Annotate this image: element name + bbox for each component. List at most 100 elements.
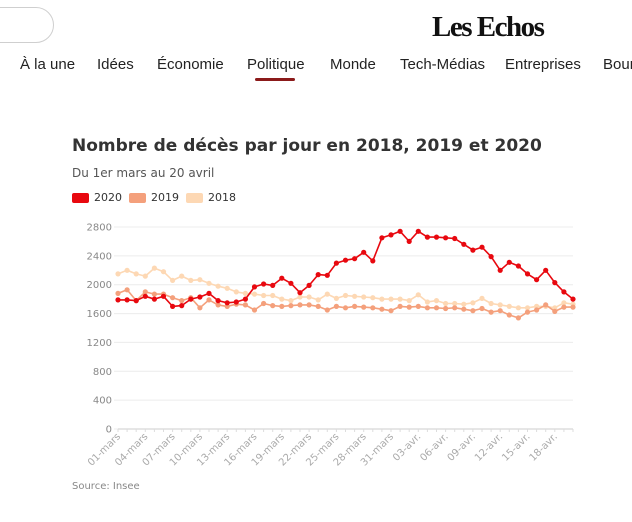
data-point-2019 — [470, 308, 476, 314]
data-point-2020 — [406, 238, 412, 244]
search-input[interactable] — [0, 7, 54, 43]
data-point-2019 — [406, 304, 412, 310]
data-point-2018 — [288, 298, 294, 304]
data-point-2019 — [270, 303, 276, 309]
data-point-2020 — [397, 228, 403, 234]
data-point-2019 — [488, 309, 494, 315]
data-point-2018 — [452, 300, 458, 307]
data-point-2018 — [333, 295, 339, 301]
data-point-2019 — [333, 303, 339, 309]
data-point-2020 — [197, 294, 203, 300]
data-point-2018 — [133, 271, 139, 277]
data-point-2018 — [479, 295, 485, 301]
data-point-2020 — [224, 300, 230, 306]
data-point-2020 — [215, 298, 221, 304]
data-point-2020 — [142, 293, 148, 299]
data-point-2020 — [206, 290, 212, 296]
data-point-2019 — [506, 312, 512, 318]
nav-item-economie[interactable]: Économie — [157, 56, 224, 73]
data-point-2020 — [179, 303, 185, 309]
data-point-2019 — [124, 287, 130, 293]
data-point-2019 — [570, 304, 576, 310]
data-point-2019 — [279, 303, 285, 309]
data-point-2019 — [352, 303, 358, 309]
data-point-2020 — [315, 272, 321, 278]
deaths-line-chart: 04008001200160020002400280001-mars04-mar… — [86, 223, 576, 468]
y-tick-label: 1600 — [87, 309, 112, 320]
data-point-2020 — [233, 299, 239, 305]
data-point-2018 — [261, 292, 267, 299]
data-point-2018 — [160, 269, 167, 275]
data-point-2018 — [379, 296, 385, 302]
data-point-2019 — [315, 303, 321, 309]
data-point-2019 — [479, 305, 485, 312]
nav-item-politique[interactable]: Politique — [247, 56, 305, 73]
nav-item-a-la-une[interactable]: À la une — [20, 56, 76, 73]
nav-item-idees[interactable]: Idées — [97, 56, 134, 73]
data-point-2018 — [215, 283, 221, 289]
data-point-2020 — [270, 282, 276, 288]
data-point-2018 — [443, 300, 449, 307]
data-point-2018 — [124, 267, 130, 273]
data-point-2020 — [433, 234, 440, 240]
nav-item-bourse[interactable]: Bour — [603, 56, 632, 73]
data-point-2020 — [297, 290, 303, 296]
data-point-2020 — [324, 272, 330, 278]
data-point-2018 — [361, 294, 367, 300]
x-tick-label: 12-avr. — [473, 431, 505, 463]
data-point-2019 — [370, 305, 376, 311]
data-point-2020 — [470, 247, 476, 253]
les-echos-logo[interactable]: Les Echos — [432, 11, 545, 43]
data-point-2020 — [452, 235, 458, 242]
legend-swatch-2019 — [129, 193, 146, 203]
data-point-2019 — [206, 297, 212, 303]
data-point-2020 — [188, 296, 194, 302]
data-point-2018 — [424, 299, 430, 305]
data-point-2020 — [479, 244, 485, 250]
data-point-2020 — [115, 297, 121, 303]
data-point-2019 — [242, 302, 248, 308]
data-point-2020 — [388, 232, 394, 238]
data-point-2020 — [524, 271, 531, 277]
data-point-2019 — [251, 307, 258, 313]
data-point-2020 — [543, 267, 549, 273]
data-point-2020 — [361, 249, 367, 255]
chart-source: Source: Insee — [72, 481, 140, 492]
y-tick-label: 2800 — [87, 223, 112, 234]
data-point-2018 — [397, 296, 403, 302]
nav-item-tech-medias[interactable]: Tech-Médias — [400, 56, 486, 73]
data-point-2018 — [461, 301, 467, 307]
data-point-2020 — [124, 297, 130, 303]
data-point-2019 — [306, 302, 312, 308]
x-tick-label: 18-avr. — [528, 431, 560, 463]
data-point-2018 — [306, 294, 312, 300]
data-point-2019 — [179, 298, 185, 304]
data-point-2018 — [315, 297, 321, 303]
data-point-2020 — [534, 277, 540, 283]
data-point-2020 — [424, 234, 430, 240]
data-point-2019 — [361, 304, 367, 310]
data-point-2019 — [552, 308, 558, 314]
data-point-2020 — [488, 254, 494, 260]
data-point-2020 — [552, 280, 558, 286]
data-point-2018 — [324, 291, 330, 297]
data-point-2019 — [151, 291, 157, 297]
nav-item-entreprises[interactable]: Entreprises — [505, 56, 581, 73]
data-point-2019 — [388, 308, 394, 314]
main-navigation: À la une Idées Économie Politique Monde … — [0, 56, 632, 80]
x-tick-label: 03-avr. — [391, 431, 423, 463]
y-tick-label: 400 — [93, 396, 112, 407]
data-point-2018 — [233, 289, 239, 295]
data-point-2019 — [170, 295, 176, 301]
data-point-2018 — [197, 277, 203, 283]
legend-label-2020: 2020 — [94, 191, 122, 204]
x-tick-label: 09-avr. — [446, 431, 478, 463]
nav-item-monde[interactable]: Monde — [330, 56, 376, 73]
y-tick-label: 2000 — [87, 280, 112, 291]
data-point-2018 — [224, 285, 230, 291]
data-point-2018 — [524, 305, 531, 311]
data-point-2018 — [170, 277, 176, 283]
data-point-2019 — [397, 303, 403, 309]
data-point-2019 — [324, 307, 330, 313]
chart-subtitle: Du 1er mars au 20 avril — [72, 166, 215, 180]
